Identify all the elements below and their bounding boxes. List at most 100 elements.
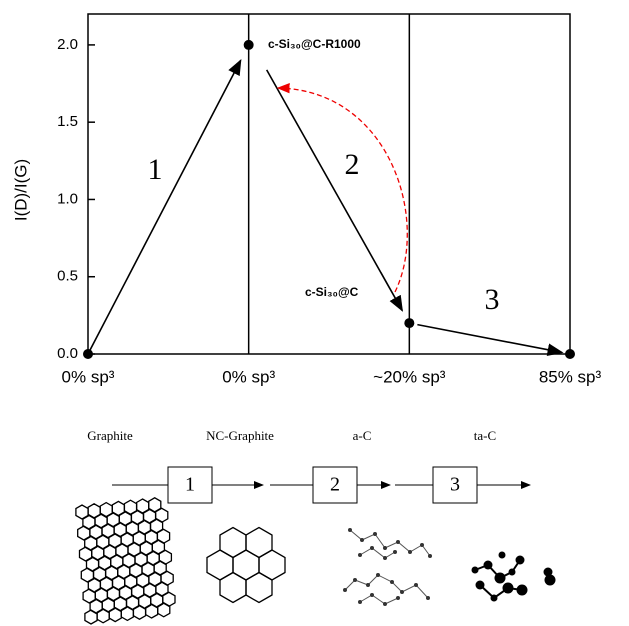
data-point [83,349,93,359]
hexagon [99,576,114,593]
atom [383,602,387,606]
hexagon [245,571,273,604]
hexagon [219,526,247,559]
hexagon [87,577,102,594]
hexagon [120,532,134,548]
hexagon [148,571,162,588]
hexagon [158,549,173,566]
stage-arrow [417,323,564,357]
hexagon [106,512,120,528]
hexagon [130,509,145,526]
stage-label: 2 [345,148,360,181]
hexagon [96,534,110,551]
bond [474,559,521,580]
atom [353,578,357,582]
atom [426,596,430,600]
phase-label: Graphite [87,428,133,443]
step-box [432,466,478,504]
hexagon [125,595,140,611]
hexagon [110,554,124,570]
x-tick-label: 85% sp³ [539,367,602,386]
atom [358,553,362,557]
stage-arrow [265,69,403,312]
atom [543,567,553,577]
atom [393,550,397,554]
atom [400,590,404,594]
stage-arrow [88,58,242,352]
atom [373,532,377,536]
atom [360,538,364,542]
atom [544,574,556,586]
x-tick-label: 0% sp³ [222,367,275,386]
atom [420,543,424,547]
hexagon [82,514,96,531]
stage-label: 1 [148,153,163,186]
y-tick-label: 1.0 [57,190,78,207]
hexagon [137,593,152,610]
atom [348,528,352,532]
phase-label: ta-C [474,428,496,443]
atom [370,593,374,597]
y-tick-label: 0.5 [57,268,78,285]
hexagon [150,592,164,609]
structures [75,497,556,625]
atom [390,580,394,584]
hexagon [132,530,146,547]
hexagon [118,511,133,527]
bond [359,547,396,559]
hexagon [89,598,103,615]
hexagon [144,603,159,619]
hexagon [219,571,247,604]
hexagon [124,574,138,590]
y-tick-label: 0.0 [57,345,78,362]
atom [408,550,412,554]
hexagon [146,550,160,567]
phase-label: NC-Graphite [206,428,274,443]
hexagon [154,507,169,524]
atom [343,588,347,592]
annotation: c-Si₃₀@C [305,285,359,299]
bond [359,594,399,605]
hexagon [108,606,122,623]
hexagon [85,556,100,573]
stage-label: 3 [485,283,500,316]
step-label: 1 [185,474,195,496]
hexagon [160,570,174,587]
x-tick-label: ~20% sp³ [373,367,446,386]
transition-arrow [276,83,408,293]
hexagon [113,596,128,612]
atom [366,583,370,587]
hexagon [162,591,176,608]
hexagon [156,528,171,545]
hexagon [108,533,122,549]
atom [370,546,374,550]
y-tick-label: 1.5 [57,113,78,130]
hexagon [134,551,148,568]
data-point [565,349,575,359]
atom [498,551,506,559]
hexagon [120,605,135,622]
phase-label: a-C [353,428,372,443]
step-label: 2 [330,474,340,496]
x-tick-label: 0% sp³ [62,367,115,386]
hexagon [96,608,110,624]
bond [349,529,431,557]
hexagon [84,535,98,552]
atom [414,583,418,587]
hexagon [94,513,108,530]
atom [383,546,387,550]
y-axis-label: I(D)/I(G) [11,159,30,221]
data-point [404,318,415,329]
hexagon [245,526,273,559]
plot-frame [87,13,571,355]
hexagon [157,602,171,618]
hexagon [144,529,159,546]
atom [428,554,432,558]
step-box [312,466,358,504]
hexagon [142,508,157,525]
bond [344,574,429,599]
hexagon [84,609,98,625]
bond [479,584,523,600]
annotation: c-Si₃₀@C-R1000 [268,37,361,51]
